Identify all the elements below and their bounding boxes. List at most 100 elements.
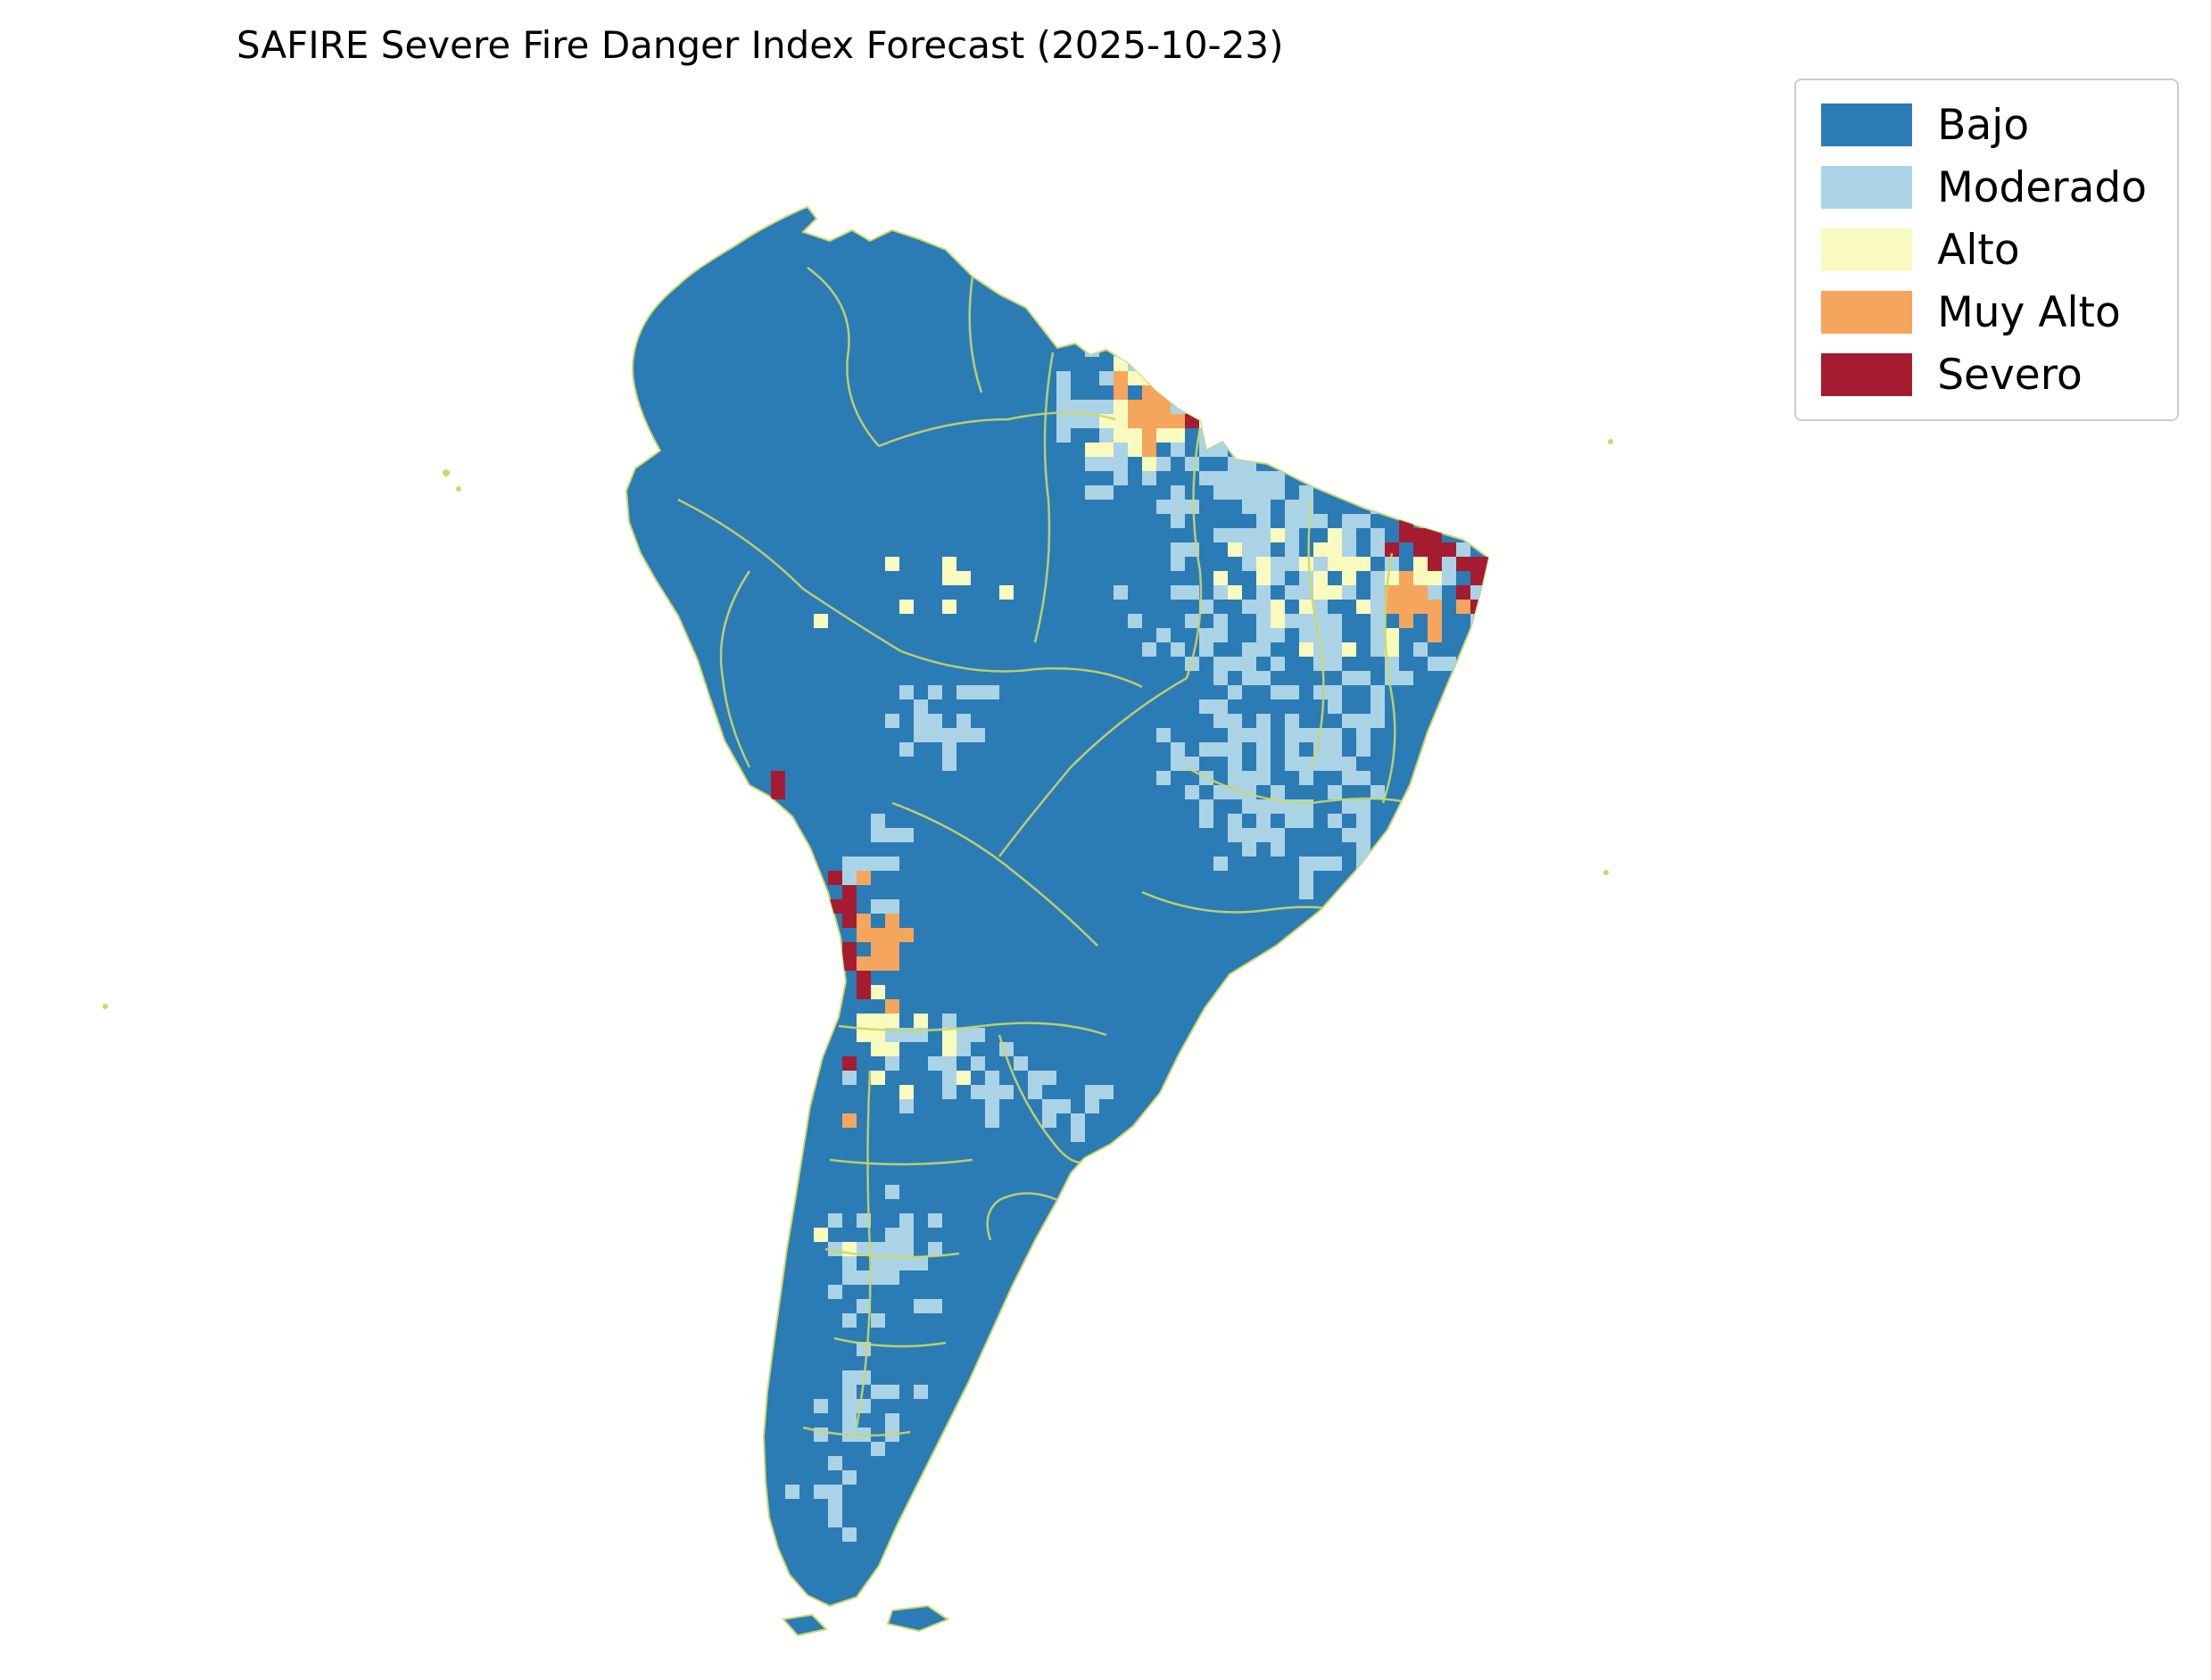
danger-cell: [1028, 1085, 1042, 1099]
danger-cell: [1156, 771, 1171, 785]
danger-cell: [857, 1014, 871, 1028]
danger-cell: [1356, 671, 1370, 685]
danger-cell: [899, 1228, 914, 1242]
legend: Bajo Moderado Alto Muy Alto Severo: [1794, 79, 2179, 421]
danger-cell: [1313, 600, 1328, 614]
danger-cell: [1428, 600, 1442, 614]
danger-cell: [1114, 471, 1128, 485]
danger-cell: [1271, 828, 1285, 842]
danger-cell: [899, 685, 914, 699]
danger-cell: [1142, 642, 1156, 657]
danger-cell: [971, 728, 985, 742]
danger-cell: [1242, 485, 1256, 500]
danger-cell: [1256, 728, 1271, 742]
danger-cell: [1285, 814, 1299, 828]
danger-cell: [1285, 742, 1299, 757]
small-island-speck: [1603, 870, 1609, 875]
danger-cell: [928, 1299, 942, 1313]
danger-cell: [1328, 728, 1342, 742]
admin-border: [1381, 552, 1396, 804]
danger-cell: [1370, 585, 1385, 600]
danger-cell: [1328, 757, 1342, 771]
danger-cell: [1256, 500, 1271, 514]
danger-cell: [1370, 714, 1385, 728]
danger-cell: [842, 871, 857, 885]
danger-cell: [871, 1385, 885, 1399]
danger-cell: [1213, 714, 1228, 728]
danger-cell: [1185, 357, 1199, 371]
danger-cell: [857, 1299, 871, 1313]
danger-cell: [1342, 771, 1356, 785]
danger-cell: [1099, 428, 1114, 443]
danger-cell: [1185, 785, 1199, 799]
danger-cell: [1328, 857, 1342, 871]
legend-item-muy-alto: Muy Alto: [1821, 291, 2147, 334]
danger-cell: [1342, 757, 1356, 771]
danger-cell: [1342, 799, 1356, 814]
danger-cell: [914, 1014, 928, 1028]
danger-cell: [1256, 614, 1271, 628]
danger-cell: [1328, 814, 1342, 828]
danger-cell: [1328, 471, 1342, 485]
danger-cell: [871, 1071, 885, 1085]
danger-cell: [1085, 414, 1099, 428]
zone-ne-interior-moderado: [1114, 471, 1485, 757]
danger-cell: [842, 942, 857, 956]
danger-cell: [1213, 657, 1228, 671]
danger-cell: [1342, 542, 1356, 557]
danger-cell: [842, 1527, 857, 1542]
danger-cell: [1342, 585, 1356, 600]
danger-cell: [899, 742, 914, 757]
danger-cell: [1256, 628, 1271, 642]
small-island-speck: [1608, 439, 1613, 444]
danger-cell: [1156, 628, 1171, 642]
danger-cell: [1242, 671, 1256, 685]
danger-cell: [1228, 371, 1242, 385]
danger-cell: [1128, 428, 1142, 443]
zone-cuyo-severo: [842, 1056, 857, 1071]
danger-cell: [1285, 542, 1299, 557]
danger-cell: [885, 1270, 899, 1285]
admin-border: [802, 1426, 911, 1437]
danger-cell: [956, 1071, 971, 1085]
danger-cell: [871, 1014, 885, 1028]
danger-cell: [885, 828, 899, 842]
danger-cell: [1313, 514, 1328, 528]
danger-cell: [1256, 799, 1271, 814]
danger-cell: [1485, 557, 1488, 571]
danger-cell: [1399, 571, 1413, 585]
danger-cell: [1213, 528, 1228, 542]
danger-cell: [1299, 514, 1313, 528]
danger-cell: [1228, 585, 1242, 600]
danger-cell: [1171, 585, 1185, 600]
danger-cell: [1099, 371, 1114, 385]
danger-cell: [871, 1256, 885, 1270]
danger-cell: [1328, 585, 1342, 600]
danger-cell: [1356, 742, 1370, 757]
danger-cell: [1356, 828, 1370, 842]
danger-cell: [1056, 414, 1071, 428]
danger-cell: [871, 1313, 885, 1328]
danger-cell: [985, 1099, 999, 1113]
danger-cell: [1156, 371, 1171, 385]
danger-cell: [1271, 471, 1285, 485]
danger-cell: [1114, 357, 1128, 371]
danger-cell: [1456, 600, 1470, 614]
danger-cell: [1342, 557, 1356, 571]
danger-cell: [1242, 542, 1256, 557]
danger-cell: [1428, 557, 1442, 571]
danger-cell: [1156, 728, 1171, 742]
zone-ne-coast-severo-2: [1456, 557, 1488, 614]
danger-cell: [1413, 571, 1428, 585]
danger-cell: [857, 1028, 871, 1042]
danger-cell: [857, 928, 871, 942]
danger-cell: [1442, 514, 1456, 528]
danger-cell: [1171, 642, 1185, 657]
danger-cell: [942, 1071, 956, 1085]
danger-cell: [1256, 642, 1271, 657]
danger-cell: [814, 1485, 828, 1499]
danger-cell: [771, 771, 785, 785]
danger-cell: [857, 956, 871, 971]
danger-cell: [1228, 728, 1242, 742]
danger-cell: [1199, 400, 1213, 414]
